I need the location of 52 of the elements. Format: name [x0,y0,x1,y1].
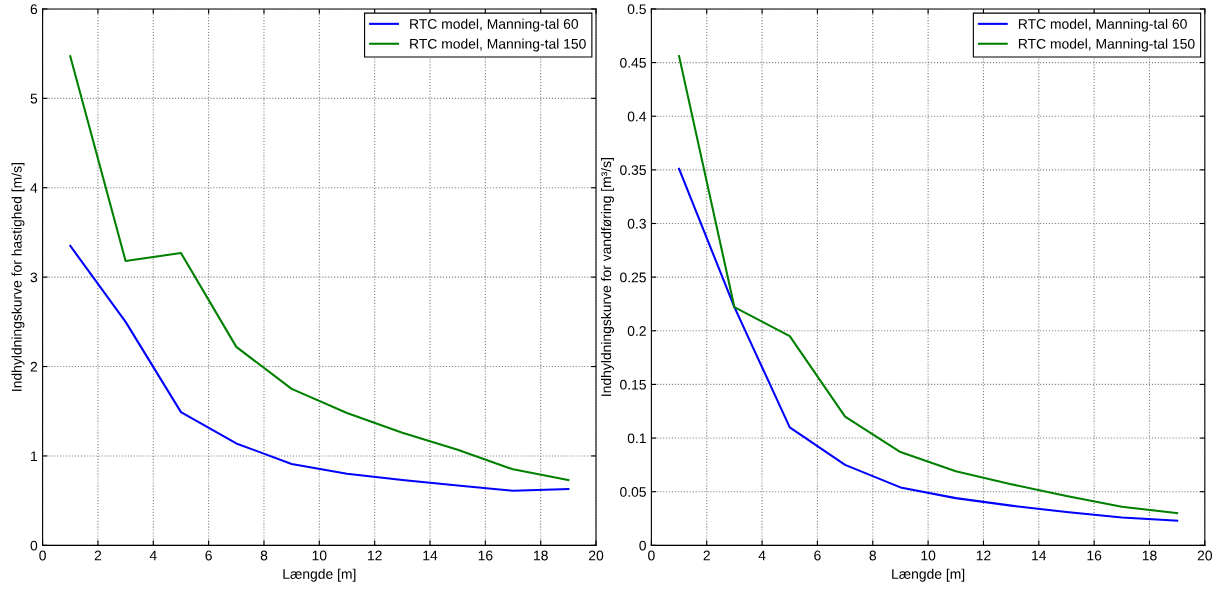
x-tick-label: 12 [368,550,382,561]
y-tick-label: 0.25 [620,272,646,283]
y-tick-label: 0.15 [620,379,646,390]
y-tick-label: 0.5 [627,4,646,15]
y-tick-label: 4 [30,183,38,193]
y-tick-label: 2 [30,361,38,372]
y-tick-label: 0.05 [620,487,646,497]
x-tick-label: 16 [1087,550,1102,561]
line-series [678,55,1179,515]
legend-label: RTC model, Manning-tal 150 [1018,38,1195,52]
x-tick-label: 2 [703,550,710,561]
legend-label: RTC model, Manning-tal 60 [1018,18,1187,32]
y-tick-label: 0.45 [620,57,646,68]
x-tick-label: 14 [1032,550,1047,561]
x-tick-label: 4 [758,550,766,561]
x-axis-title: Længde [m] [892,568,965,582]
x-tick-label: 18 [1142,550,1157,561]
x-tick-label: 0 [39,550,46,561]
y-axis-title: Indhyldningskurve for hastighed [m/s] [11,163,25,391]
x-axis-title: Længde [m] [283,568,356,582]
y-tick-label: 5 [30,93,38,104]
y-tick-label: 0 [30,540,38,551]
y-tick-label: 0.3 [627,218,646,229]
x-tick-label: 18 [534,550,548,561]
x-tick-label: 4 [149,550,157,561]
line-series [69,244,570,492]
x-tick-label: 12 [976,550,991,561]
y-tick-label: 3 [30,272,38,283]
x-tick-label: 2 [94,550,102,561]
y-axis-title: Indhyldningskurve for vandføring [m³/s] [600,158,614,396]
x-tick-label: 0 [648,550,655,561]
y-tick-label: 0 [639,540,646,551]
y-tick-label: 1 [31,451,38,461]
y-tick-label: 0.2 [627,326,646,336]
line-series [678,167,1179,522]
legend-label: RTC model, Manning-tal 60 [410,18,579,32]
line-series [69,55,570,482]
y-tick-label: 0.4 [627,111,647,122]
x-tick-label: 20 [589,550,604,561]
x-tick-label: 8 [869,550,877,561]
x-tick-label: 16 [478,550,493,561]
x-tick-label: 10 [921,550,936,561]
y-tick-label: 6 [30,4,38,15]
x-tick-label: 10 [312,550,327,561]
y-tick-label: 0.1 [627,433,646,444]
x-tick-label: 14 [423,550,438,561]
x-tick-label: 6 [205,550,212,561]
legend-label: RTC model, Manning-tal 150 [410,38,586,52]
x-tick-label: 8 [260,550,268,561]
x-tick-label: 20 [1197,550,1213,561]
y-tick-label: 0.35 [620,165,646,176]
x-tick-label: 6 [814,550,821,561]
